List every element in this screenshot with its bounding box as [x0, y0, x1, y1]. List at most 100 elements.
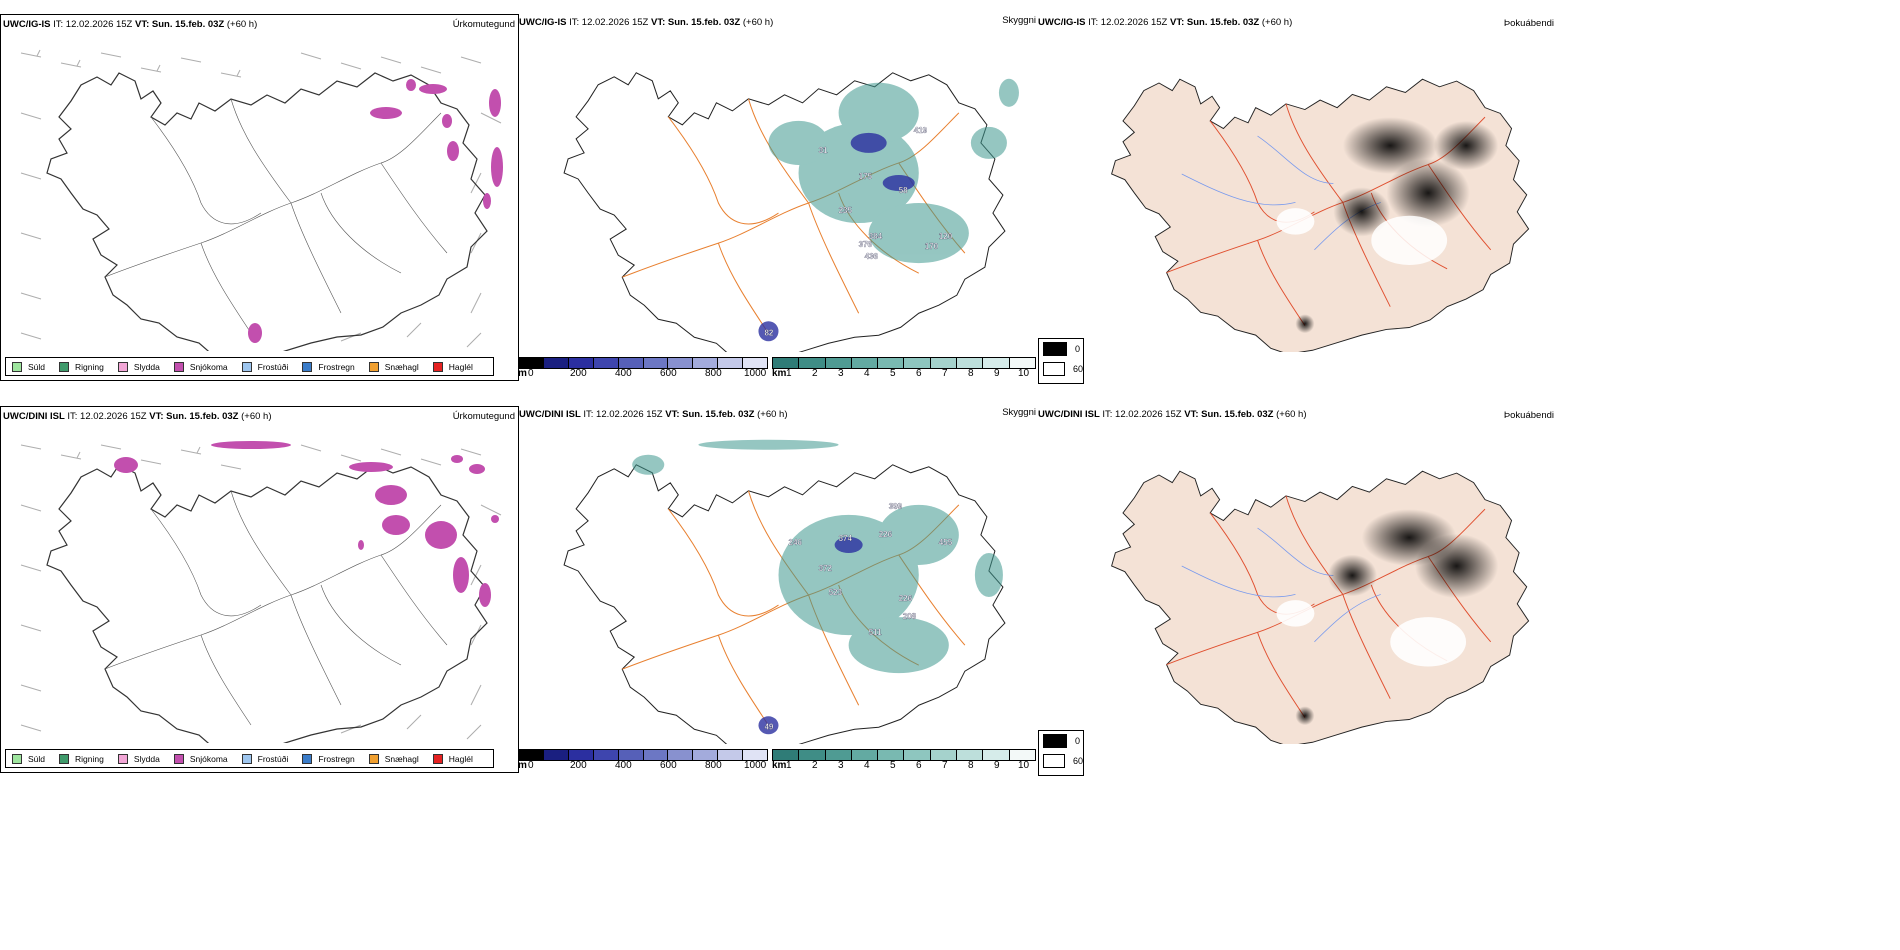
low-ceiling-areas — [758, 132, 915, 342]
visibility-tick: 8 — [968, 368, 974, 379]
label: 376 — [859, 240, 873, 249]
label: 170 — [925, 242, 939, 251]
swatch — [59, 753, 70, 764]
label: 31 — [819, 146, 828, 155]
swatch — [432, 361, 443, 372]
visibility-areas — [768, 78, 1019, 264]
cloud-map: 419 175 31 58 235 384 120 376 436 170 82 — [563, 72, 1019, 352]
precip-map — [20, 441, 502, 743]
visibility-tick: 7 — [942, 760, 948, 771]
legend-item-frostudi: Frostúði — [241, 753, 288, 764]
fog-areas — [1276, 509, 1499, 726]
label: 82 — [764, 328, 773, 337]
precip-type-panel-dini: UWC/DINI ISL IT: 12.02.2026 15Z VT: Sun.… — [0, 406, 519, 773]
swatch — [302, 753, 313, 764]
legend-item-rigning: Rigning — [59, 361, 104, 372]
visibility-scale — [772, 357, 1036, 369]
ceiling-tick: 200 — [570, 368, 587, 379]
swatch — [1043, 362, 1065, 376]
visibility-tick: 5 — [890, 368, 896, 379]
low-ceiling-areas — [758, 536, 863, 735]
visibility-tick: 3 — [838, 368, 844, 379]
fog-key-row: 0 — [1039, 339, 1083, 359]
precip-legend: Súld Rigning Slydda Snjókoma Frostúði Fr… — [5, 357, 494, 376]
visibility-scale-unit: km — [772, 368, 787, 379]
legend-item-frostregn: Frostregn — [302, 753, 355, 764]
visibility-tick: 3 — [838, 760, 844, 771]
ceiling-tick: 200 — [570, 760, 587, 771]
legend-item-haglel: Haglél — [432, 753, 473, 764]
visibility-tick: 9 — [994, 368, 1000, 379]
legend-item-rigning: Rigning — [59, 753, 104, 764]
swatch — [302, 361, 313, 372]
fog-key: 0 60 — [1038, 730, 1084, 776]
swatch — [368, 753, 379, 764]
visibility-tick: 7 — [942, 368, 948, 379]
ceiling-scale — [518, 749, 768, 761]
ceiling-labels: 419 175 31 58 235 384 120 376 436 170 82 — [764, 126, 953, 338]
fog-indicator-panel-igis: UWC/IG-IS IT: 12.02.2026 15Z VT: Sun. 15… — [1038, 14, 1558, 384]
panel-title: UWC/DINI ISL IT: 12.02.2026 15Z VT: Sun.… — [519, 409, 788, 420]
legend-item-snjokoma: Snjókoma — [173, 361, 228, 372]
ceiling-tick: 400 — [615, 368, 632, 379]
cloud-visibility-panel-dini: UWC/DINI ISL IT: 12.02.2026 15Z VT: Sun.… — [518, 406, 1036, 771]
panel-title: UWC/IG-IS IT: 12.02.2026 15Z VT: Sun. 15… — [3, 19, 258, 30]
fog-areas — [1276, 117, 1499, 334]
ceiling-tick: 0 — [528, 760, 534, 771]
cloud-map: 399 246 374 226 455 372 523 226 208 511 … — [563, 439, 1006, 744]
legend-item-slydda: Slydda — [117, 361, 160, 372]
snow-areas — [248, 79, 503, 343]
cloud-visibility-panel-igis: UWC/IG-IS IT: 12.02.2026 15Z VT: Sun. 15… — [518, 14, 1036, 379]
precip-map — [20, 49, 503, 351]
fog-map — [1111, 78, 1530, 352]
visibility-tick: 4 — [864, 760, 870, 771]
ceiling-tick: 1000 — [744, 760, 767, 771]
legend-item-sudd: Súld — [12, 753, 45, 764]
swatch — [432, 753, 443, 764]
legend-item-frostudi: Frostúði — [241, 361, 288, 372]
fog-map — [1111, 470, 1530, 744]
legend-item-snaehagl: Snæhagl — [368, 361, 419, 372]
swatch — [117, 753, 128, 764]
panel-title: UWC/IG-IS IT: 12.02.2026 15Z VT: Sun. 15… — [519, 17, 774, 28]
legend-item-snaehagl: Snæhagl — [368, 753, 419, 764]
visibility-areas — [632, 439, 1003, 674]
variable-label: Skyggni — [1002, 15, 1036, 26]
swatch — [173, 753, 184, 764]
swatch — [1043, 342, 1067, 356]
visibility-tick: 6 — [916, 368, 922, 379]
label: 372 — [819, 564, 833, 573]
panel-title: UWC/IG-IS IT: 12.02.2026 15Z VT: Sun. 15… — [1038, 17, 1293, 28]
ceiling-tick: 1000 — [744, 368, 767, 379]
visibility-scale — [772, 749, 1036, 761]
variable-label: Úrkomutegund — [452, 19, 515, 30]
precip-type-panel-igis: UWC/IG-IS IT: 12.02.2026 15Z VT: Sun. 15… — [0, 14, 519, 381]
label: 235 — [839, 206, 853, 215]
label: 436 — [865, 252, 879, 261]
visibility-tick: 6 — [916, 760, 922, 771]
fog-key: 0 60 — [1038, 338, 1084, 384]
label: 511 — [869, 628, 882, 637]
legend-item-frostregn: Frostregn — [302, 361, 355, 372]
ceiling-tick: 600 — [660, 760, 677, 771]
ceiling-tick: 600 — [660, 368, 677, 379]
legend-item-snjokoma: Snjókoma — [173, 753, 228, 764]
label: 226 — [899, 594, 913, 603]
swatch — [12, 361, 22, 372]
variable-label: Skyggni — [1002, 407, 1036, 418]
visibility-tick: 1 — [786, 760, 792, 771]
ceiling-scale — [518, 357, 768, 369]
label: 374 — [839, 534, 853, 543]
ceiling-scale-unit: m — [518, 368, 527, 379]
wind-barbs — [20, 49, 502, 348]
variable-label: Þokuábendi — [1503, 18, 1554, 29]
legend-item-sudd: Súld — [12, 361, 45, 372]
variable-label: Úrkomutegund — [452, 411, 515, 422]
fog-key-row: 60 — [1039, 751, 1083, 771]
ceiling-tick: 800 — [705, 368, 722, 379]
legend-item-slydda: Slydda — [117, 753, 160, 764]
swatch — [59, 361, 70, 372]
label: 49 — [764, 722, 773, 731]
legend-item-haglel: Haglél — [432, 361, 473, 372]
ceiling-tick: 800 — [705, 760, 722, 771]
